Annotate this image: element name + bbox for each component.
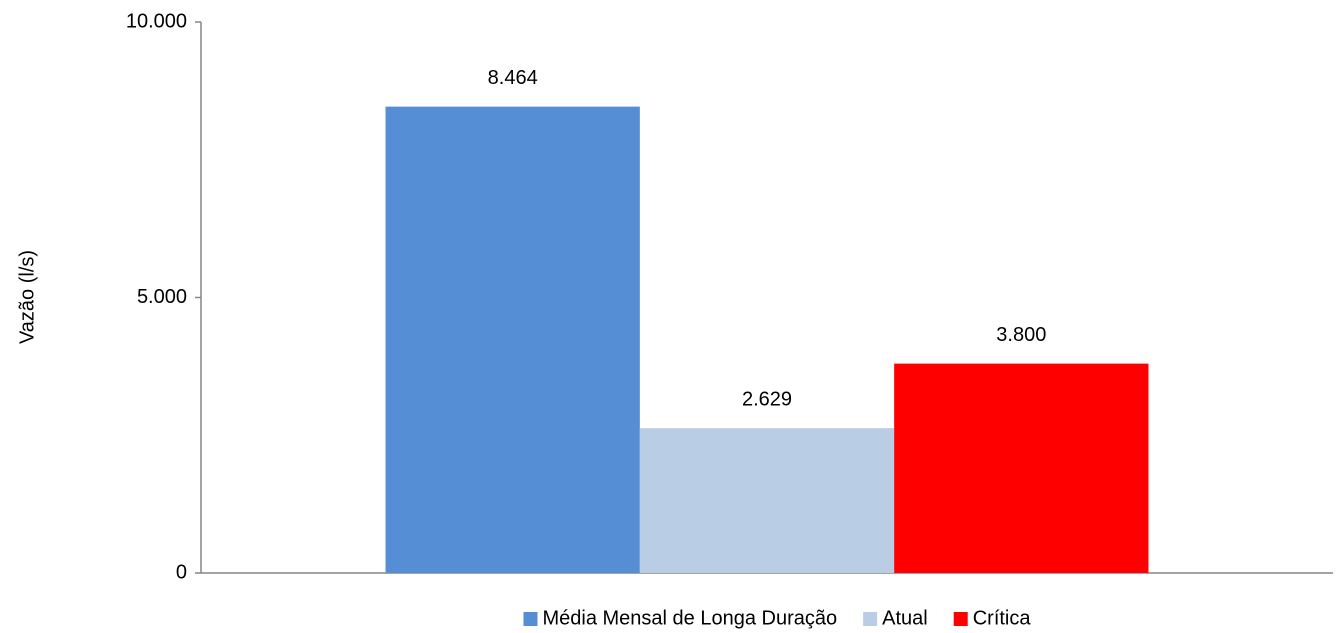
- y-tick-label: 5.000: [137, 286, 187, 308]
- data-label: 8.464: [488, 67, 538, 89]
- bar: [385, 106, 640, 573]
- legend-label: Atual: [882, 607, 928, 629]
- y-tick-label: 10.000: [126, 10, 187, 32]
- legend-label: Média Mensal de Longa Duração: [542, 607, 837, 629]
- legend-swatch: [523, 612, 538, 626]
- data-label: 2.629: [742, 388, 792, 410]
- y-tick-label: 0: [176, 561, 187, 583]
- y-axis-label: Vazão (l/s): [16, 250, 38, 344]
- legend-swatch: [953, 612, 968, 626]
- bar: [894, 363, 1149, 573]
- data-label: 3.800: [996, 324, 1046, 346]
- bar: [639, 428, 895, 573]
- legend-label: Crítica: [973, 607, 1032, 629]
- legend-swatch: [863, 612, 878, 626]
